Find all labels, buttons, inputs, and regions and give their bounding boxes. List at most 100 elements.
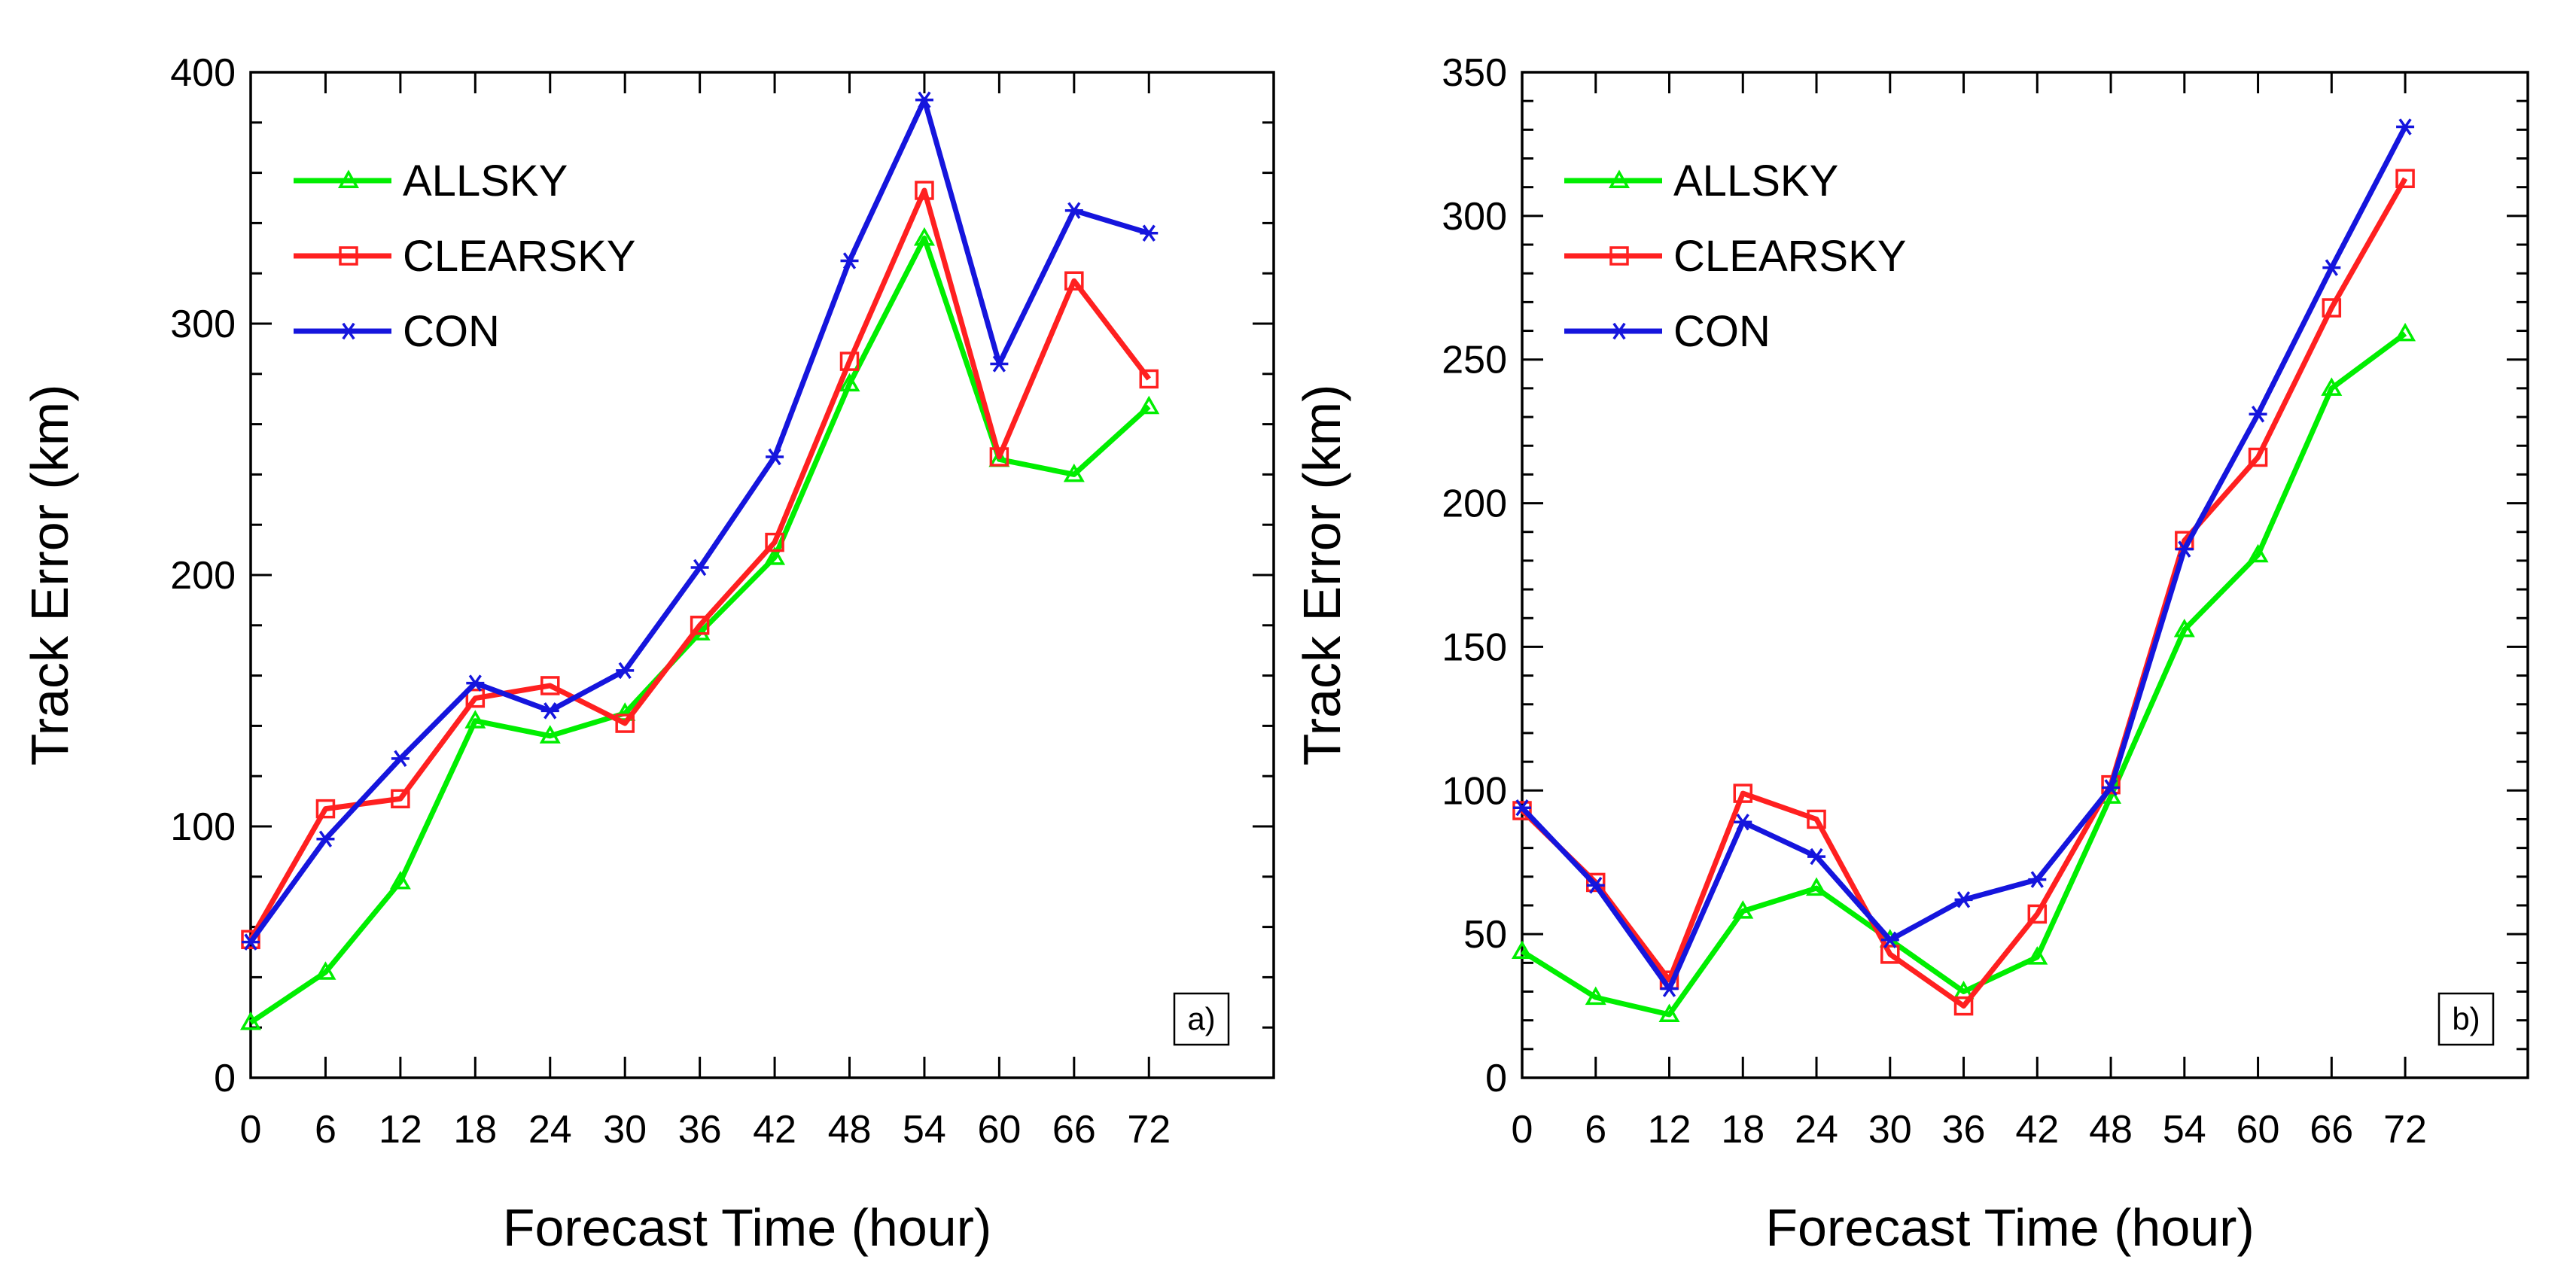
asterisk-marker: [1807, 847, 1826, 866]
x-tick-label: 54: [903, 1108, 946, 1152]
square-marker: [1807, 809, 1826, 829]
square-marker: [1609, 246, 1629, 266]
asterisk-marker: [840, 252, 859, 269]
triangle-marker: [913, 227, 935, 246]
panel-label-text: a): [1187, 1001, 1215, 1036]
asterisk-strokes: [2396, 118, 2415, 135]
triangle-marker: [337, 169, 360, 188]
asterisk-marker: [242, 933, 260, 951]
asterisk-marker: [616, 662, 635, 680]
y-tick-label: 0: [1485, 1057, 1507, 1100]
series-con: [242, 91, 1159, 951]
asterisk-marker: [1734, 814, 1752, 831]
asterisk-marker: [2175, 540, 2194, 558]
asterisk-marker: [1064, 202, 1083, 219]
triangle-marker: [1658, 1003, 1680, 1023]
x-tick-label: 18: [1721, 1108, 1765, 1152]
triangle-marker: [839, 373, 860, 392]
x-tick-label: 42: [2015, 1108, 2059, 1152]
panel-label-text: b): [2452, 1001, 2480, 1036]
y-tick-label: 350: [1442, 51, 1507, 95]
triangle-marker: [239, 1011, 262, 1030]
square-marker: [765, 532, 784, 552]
series-allsky: [1511, 322, 2416, 1023]
asterisk-marker: [990, 355, 1009, 373]
legend-label: CLEARSKY: [1673, 232, 1906, 281]
square-marker: [839, 351, 860, 371]
series-con: [1513, 118, 2415, 997]
asterisk-marker: [690, 558, 709, 577]
x-tick-label: 6: [315, 1108, 336, 1152]
legend-label: ALLSKY: [403, 157, 568, 205]
x-tick-label: 42: [753, 1108, 796, 1152]
triangle-marker: [1585, 986, 1606, 1006]
x-tick-label: 12: [379, 1108, 422, 1152]
legend-item: ALLSKY: [1564, 157, 1838, 205]
y-axis-title: Track Error (km): [1293, 385, 1351, 766]
asterisk-marker: [915, 91, 933, 108]
asterisk-marker: [2396, 118, 2415, 135]
series-line: [248, 97, 1150, 944]
chart-panel-b: 0 6 12 18 24 30 36 42 48 54 60 66 72 0 50 100 150 200 250 3…: [1293, 51, 2529, 1257]
asterisk-strokes: [2028, 871, 2047, 888]
series-clearsky: [241, 181, 1159, 950]
square-marker: [2395, 169, 2415, 188]
asterisk-marker: [1140, 224, 1159, 242]
legend-label: ALLSKY: [1673, 157, 1838, 205]
square-marker: [1953, 996, 1974, 1016]
square-marker: [989, 447, 1009, 467]
asterisk-strokes: [391, 750, 410, 768]
triangle-marker: [1806, 877, 1828, 896]
asterisk-strokes: [1586, 877, 1605, 894]
asterisk-strokes: [690, 558, 709, 577]
square-marker: [1064, 271, 1084, 291]
asterisk-marker: [1660, 980, 1679, 997]
x-axis-title: Forecast Time (hour): [1765, 1198, 2255, 1257]
x-tick-label: 72: [2383, 1108, 2427, 1152]
x-ticks: [249, 72, 1150, 1078]
x-axis-title: Forecast Time (hour): [503, 1198, 992, 1257]
asterisk-marker: [1586, 877, 1605, 894]
asterisk-strokes: [990, 355, 1009, 373]
y-tick-label: 200: [1442, 482, 1507, 526]
asterisk-strokes: [2102, 779, 2121, 796]
asterisk-strokes: [1513, 799, 1531, 817]
panel-label-box: [1173, 992, 1230, 1046]
asterisk-marker: [1954, 891, 1973, 908]
asterisk-marker: [2102, 779, 2121, 796]
square-marker: [1733, 784, 1753, 803]
plot-frame: [1521, 71, 2529, 1079]
y-tick-label: 250: [1442, 339, 1507, 382]
y-ticks: [251, 71, 1274, 1079]
asterisk-marker: [1513, 799, 1531, 817]
triangle-marker: [464, 710, 486, 729]
square-marker: [615, 714, 635, 733]
x-tick-label: 24: [528, 1108, 572, 1152]
x-tick-label: 48: [2089, 1108, 2133, 1152]
square-marker: [315, 799, 336, 819]
triangle-marker: [389, 870, 411, 890]
y-tick-label: 300: [1442, 195, 1507, 239]
triangle-marker: [2395, 322, 2416, 342]
x-tick-label: 36: [678, 1108, 722, 1152]
asterisk-strokes: [1880, 931, 1899, 948]
asterisk-marker: [1880, 931, 1899, 948]
triangle-marker: [2173, 618, 2195, 637]
asterisk-marker: [391, 750, 410, 768]
legend-label: CLEARSKY: [403, 232, 635, 281]
asterisk-marker: [466, 674, 485, 692]
square-marker: [1139, 369, 1159, 389]
square-marker: [391, 789, 410, 809]
x-tick-label: 6: [1585, 1108, 1606, 1152]
y-tick-label: 150: [1442, 625, 1507, 669]
asterisk-strokes: [2249, 406, 2267, 423]
x-tick-label: 66: [1052, 1108, 1096, 1152]
x-tick-label: 48: [828, 1108, 872, 1152]
x-tick-label: 36: [1942, 1108, 1986, 1152]
legend-label: CON: [403, 307, 500, 356]
asterisk-strokes: [2175, 540, 2194, 558]
legend: ALLSKY CLEARSKY CON: [294, 157, 635, 356]
legend: ALLSKY CLEARSKY CON: [1564, 157, 1906, 356]
square-marker: [1880, 945, 1900, 964]
legend-item: ALLSKY: [294, 157, 568, 205]
